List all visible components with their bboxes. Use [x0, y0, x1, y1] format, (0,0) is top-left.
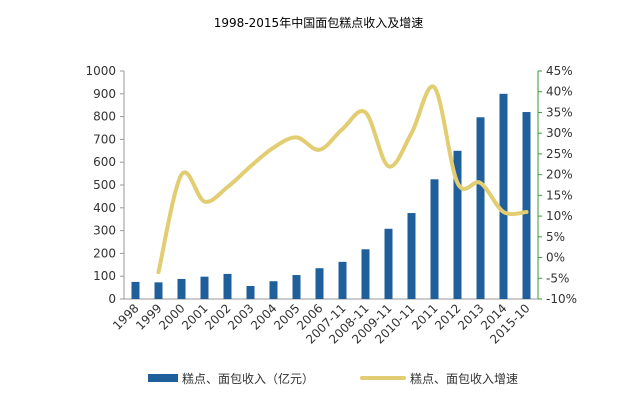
bar	[430, 179, 439, 299]
y-tick-label: 200	[93, 246, 116, 260]
bar	[315, 268, 324, 299]
y2-tick-label: -10%	[546, 292, 577, 306]
y2-tick-label: 15%	[546, 188, 573, 202]
x-tick-label: 2012	[432, 301, 463, 332]
chart-title: 1998-2015年中国面包糕点收入及增速	[213, 16, 424, 30]
y-tick-labels: 0 100 200 300 400 500 600 700 800 900 1000	[85, 64, 116, 306]
bar	[292, 275, 301, 299]
x-tick-label: 2005	[271, 301, 302, 332]
bar	[338, 261, 347, 299]
bar	[499, 93, 508, 299]
y2-tick-label: 10%	[546, 209, 573, 223]
y-tick-label: 800	[93, 110, 116, 124]
y-tick-label: 100	[93, 269, 116, 283]
bar	[476, 117, 485, 299]
y2-tick-label: 30%	[546, 126, 573, 140]
y-tick-label: 400	[93, 201, 116, 215]
bar	[154, 282, 163, 299]
bar-series	[131, 93, 531, 299]
bar	[177, 278, 186, 299]
y2-tick-labels: -10% -5% 0% 5% 10% 15% 20% 25% 30% 35% 40% 45%	[546, 64, 577, 306]
bar	[200, 276, 209, 299]
x-tick-label: 2001	[179, 301, 210, 332]
y2-tick-label: 0%	[546, 251, 565, 265]
x-tick-label: 2000	[156, 301, 187, 332]
y-tick-label: 1000	[85, 64, 116, 78]
growth-line	[156, 84, 529, 275]
y2-tick-label: 45%	[546, 64, 573, 78]
y2-tick-label: -5%	[546, 271, 569, 285]
x-tick-label: 2003	[225, 301, 256, 332]
legend-label-line: 糕点、面包收入增速	[410, 371, 519, 386]
bar	[384, 228, 393, 299]
line-series	[156, 84, 529, 275]
y-tick-label: 600	[93, 155, 116, 169]
y2-tick-label: 25%	[546, 147, 573, 161]
legend-swatch-line	[360, 376, 406, 380]
bar	[453, 150, 462, 299]
x-tick-label: 2011	[409, 301, 440, 332]
y-tick-label: 300	[93, 224, 116, 238]
bar	[223, 273, 232, 299]
bar	[522, 112, 531, 299]
y-tick-label: 0	[108, 292, 116, 306]
y-tick-label: 700	[93, 132, 116, 146]
y-tick-label: 900	[93, 87, 116, 101]
y2-tick-label: 20%	[546, 168, 573, 182]
y2-tick-label: 35%	[546, 105, 573, 119]
y-tick-label: 500	[93, 178, 116, 192]
x-tick-labels: 1998199920002001200220032004200520062007…	[110, 301, 532, 346]
bar	[361, 249, 370, 299]
legend-item-line: 糕点、面包收入增速	[360, 368, 518, 388]
legend-swatch-bar	[148, 374, 178, 382]
bar	[246, 286, 255, 299]
chart-axes	[120, 70, 542, 300]
bar	[131, 281, 140, 299]
y2-tick-label: 40%	[546, 85, 573, 99]
legend-label-bar: 糕点、面包收入（亿元）	[182, 371, 315, 386]
x-tick-label: 2002	[202, 301, 233, 332]
bar	[407, 213, 416, 299]
bar	[269, 281, 278, 299]
x-tick-label: 2013	[455, 301, 486, 332]
x-tick-label: 1999	[133, 301, 164, 332]
legend-item-bar: 糕点、面包收入（亿元）	[148, 368, 314, 388]
y2-tick-label: 5%	[546, 230, 565, 244]
x-tick-label: 2004	[248, 301, 279, 332]
